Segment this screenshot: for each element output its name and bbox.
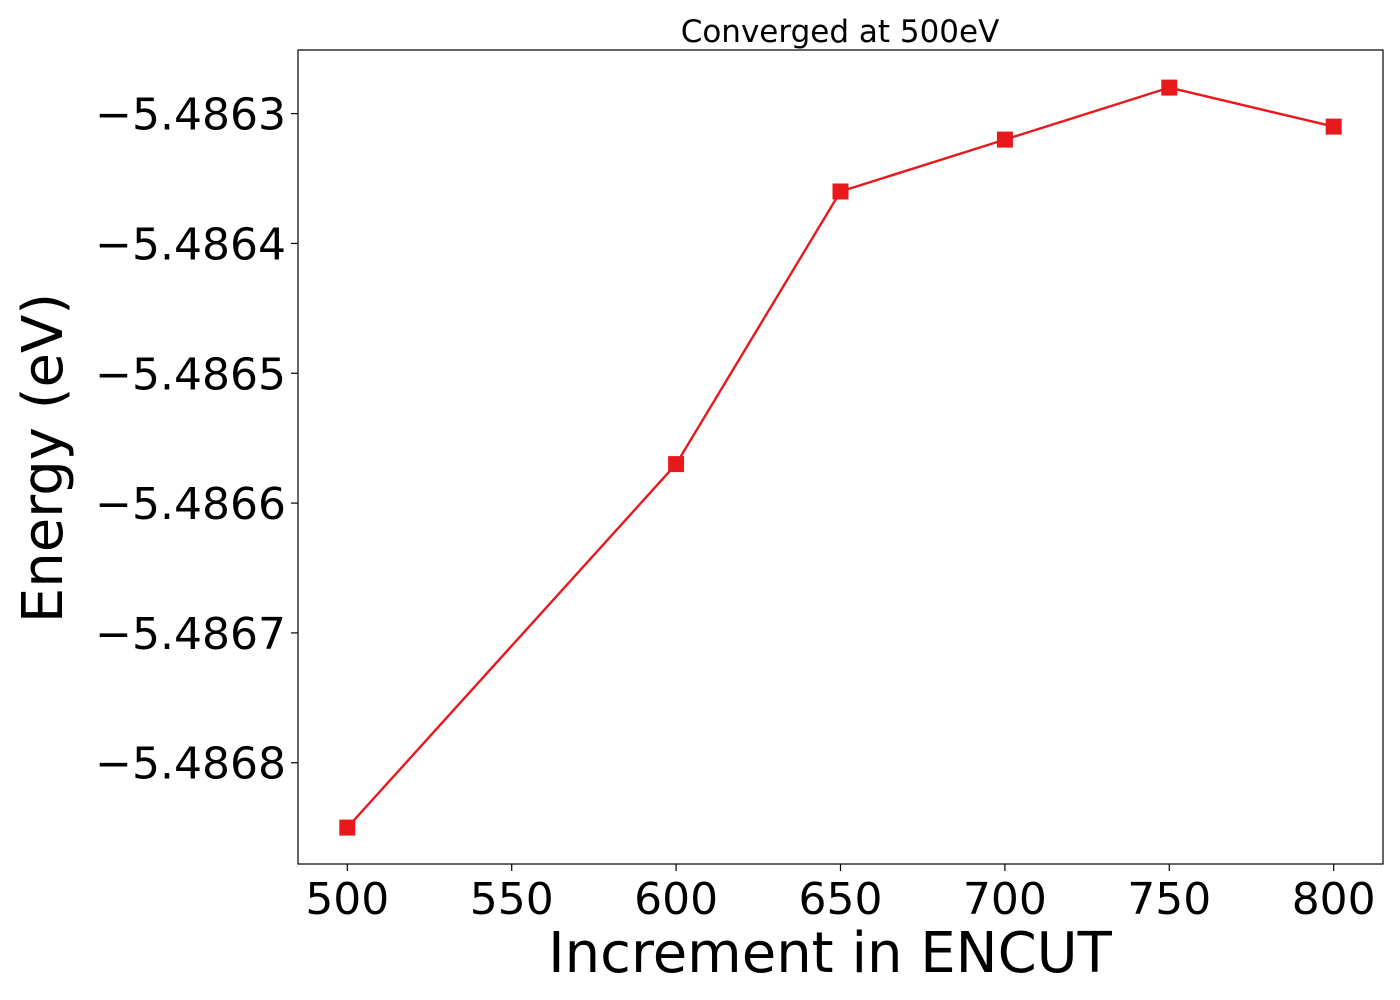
plot-frame <box>297 49 1384 865</box>
y-tick-label: −5.4868 <box>95 739 286 790</box>
data-point-marker <box>1161 79 1178 96</box>
y-tick-label: −5.4867 <box>95 609 286 660</box>
x-tick-label: 550 <box>470 874 554 925</box>
x-tick-label: 750 <box>1127 874 1211 925</box>
y-tick-label: −5.4866 <box>95 479 286 530</box>
x-tick-label: 700 <box>963 874 1047 925</box>
y-tick-label: −5.4863 <box>95 90 286 141</box>
x-tick-label: 500 <box>305 874 389 925</box>
data-point-marker <box>996 131 1013 148</box>
y-axis-label: Energy (eV) <box>11 293 76 623</box>
data-point-marker <box>339 819 356 836</box>
x-tick-label: 600 <box>634 874 718 925</box>
chart-title: Converged at 500eV <box>681 14 1000 50</box>
data-point-marker <box>668 456 685 473</box>
data-point-marker <box>832 183 849 200</box>
x-tick-label: 800 <box>1292 874 1376 925</box>
x-axis-label: Increment in ENCUT <box>548 921 1113 986</box>
x-tick-label: 650 <box>799 874 883 925</box>
y-tick-label: −5.4864 <box>95 219 286 270</box>
x-axis-ticks: 500 550 600 650 700 750 800 <box>305 864 1376 925</box>
y-axis-ticks: −5.4863 −5.4864 −5.4865 −5.4866 −5.4867 −5.48… <box>95 90 298 790</box>
series-layer <box>339 79 1342 836</box>
data-point-marker <box>1325 118 1342 135</box>
series-line <box>346 86 1334 829</box>
y-tick-label: −5.4865 <box>95 349 286 400</box>
